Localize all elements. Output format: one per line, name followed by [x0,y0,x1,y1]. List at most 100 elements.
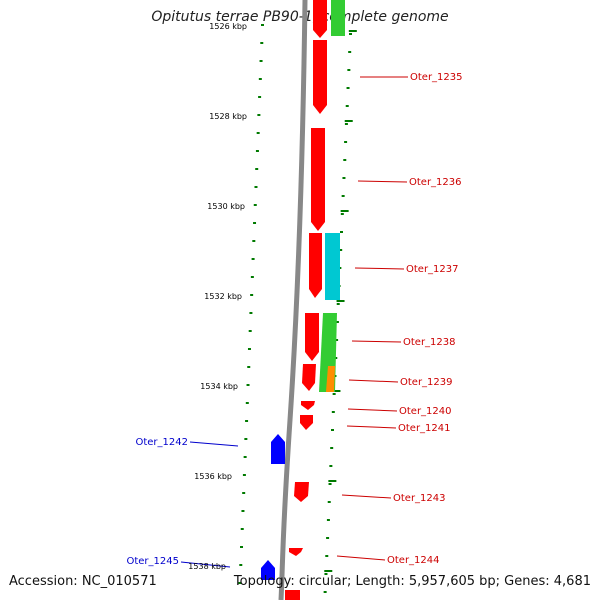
tick-mark [340,213,344,215]
tick-mark [327,501,331,503]
gene-label[interactable]: Oter_1241 [398,423,451,434]
tick-mark [253,204,257,206]
gene-label[interactable]: Oter_1245 [126,556,179,567]
tick-mark [252,240,256,242]
gene-arrow[interactable] [301,401,315,410]
scale-label: 1534 kbp [200,382,238,391]
tick-mark [332,390,341,392]
tick-mark [336,303,340,305]
accession-text: Accession: NC_010571 [9,574,157,589]
tick-mark [348,30,357,32]
gene-label[interactable]: Oter_1238 [403,337,456,348]
tick-mark [239,564,243,566]
gene-arrow[interactable] [309,233,322,298]
tick-mark [254,186,258,188]
tick-mark [323,591,327,593]
gene-labels: Oter_1235 Oter_1236 Oter_1237 Oter_1238 … [126,72,462,567]
scale-label: 1526 kbp [209,22,247,31]
tick-mark [245,402,249,404]
tick-mark [245,420,249,422]
tick-mark [344,123,348,125]
gene-arrow-reverse[interactable] [261,560,275,580]
tick-mark [335,321,339,323]
gene-label[interactable]: Oter_1242 [135,437,188,448]
scale-label: 1528 kbp [209,112,247,121]
tick-mark [329,465,333,467]
tick-mark [246,384,250,386]
gene-label[interactable]: Oter_1239 [400,377,453,388]
tick-mark [258,96,262,98]
tick-mark [247,366,251,368]
tick-mark [243,456,247,458]
tick-mark [249,312,253,314]
gene-feature-green[interactable] [331,0,345,36]
label-callouts [180,76,408,568]
tick-mark [242,492,246,494]
tick-mark [257,114,261,116]
scale-label: 1536 kbp [194,472,232,481]
tick-mark [344,120,353,122]
gene-feature-orange[interactable] [326,366,335,392]
tick-mark [342,177,346,179]
tick-mark [242,474,246,476]
tick-mark [328,480,337,482]
tick-mark [260,42,264,44]
tick-mark [339,249,343,251]
gene-label[interactable]: Oter_1243 [393,493,446,504]
tick-mark [324,570,333,572]
gene-arrow[interactable] [300,415,313,430]
gene-arrow[interactable] [302,364,316,391]
tick-mark [331,411,335,413]
gene-label[interactable]: Oter_1240 [399,406,452,417]
tick-mark [248,330,252,332]
tick-mark [343,159,347,161]
tick-mark [255,150,259,152]
tick-mark [332,393,336,395]
tick-mark [240,546,244,548]
gene-arrow[interactable] [311,128,325,231]
gene-arrow[interactable] [313,40,327,114]
tick-mark [348,51,352,53]
genome-axis [278,0,308,600]
scale-label: 1538 kbp [188,562,226,571]
tick-mark [330,447,334,449]
tick-mark [328,483,332,485]
map-title: Opitutus terrae PB90-1, complete genome [151,9,449,25]
gene-arrow[interactable] [289,548,303,556]
tick-mark [326,537,330,539]
tick-mark [251,258,255,260]
scale-label: 1530 kbp [207,202,245,211]
tick-mark [250,294,254,296]
tick-mark [349,33,352,35]
gene-arrow[interactable] [285,590,300,600]
tick-mark [344,141,348,143]
gene-arrow-reverse[interactable] [271,434,285,464]
tick-mark [346,87,350,89]
tick-mark [336,300,345,302]
tick-mark [261,24,264,26]
tick-mark [341,195,345,197]
tick-mark [258,78,262,80]
tick-mark [247,348,251,350]
tick-mark [324,573,328,575]
tick-mark [244,438,248,440]
gene-arrow[interactable] [294,482,309,502]
gene-label[interactable]: Oter_1236 [409,177,462,188]
tick-mark [335,339,339,341]
tick-mark [253,222,257,224]
tick-marks [238,24,357,593]
tick-mark [345,105,349,107]
tick-mark [325,555,329,557]
gene-label[interactable]: Oter_1235 [410,72,463,83]
gene-arrow[interactable] [313,0,327,38]
topology-text: Topology: circular; Length: 5,957,605 bp… [233,574,591,589]
gene-label[interactable]: Oter_1237 [406,264,459,275]
tick-mark [238,582,242,584]
gene-label[interactable]: Oter_1244 [387,555,440,566]
tick-mark [340,210,349,212]
tick-mark [347,69,351,71]
gene-arrow[interactable] [305,313,319,361]
tick-mark [241,510,245,512]
gene-feature-cyan[interactable] [325,233,340,300]
